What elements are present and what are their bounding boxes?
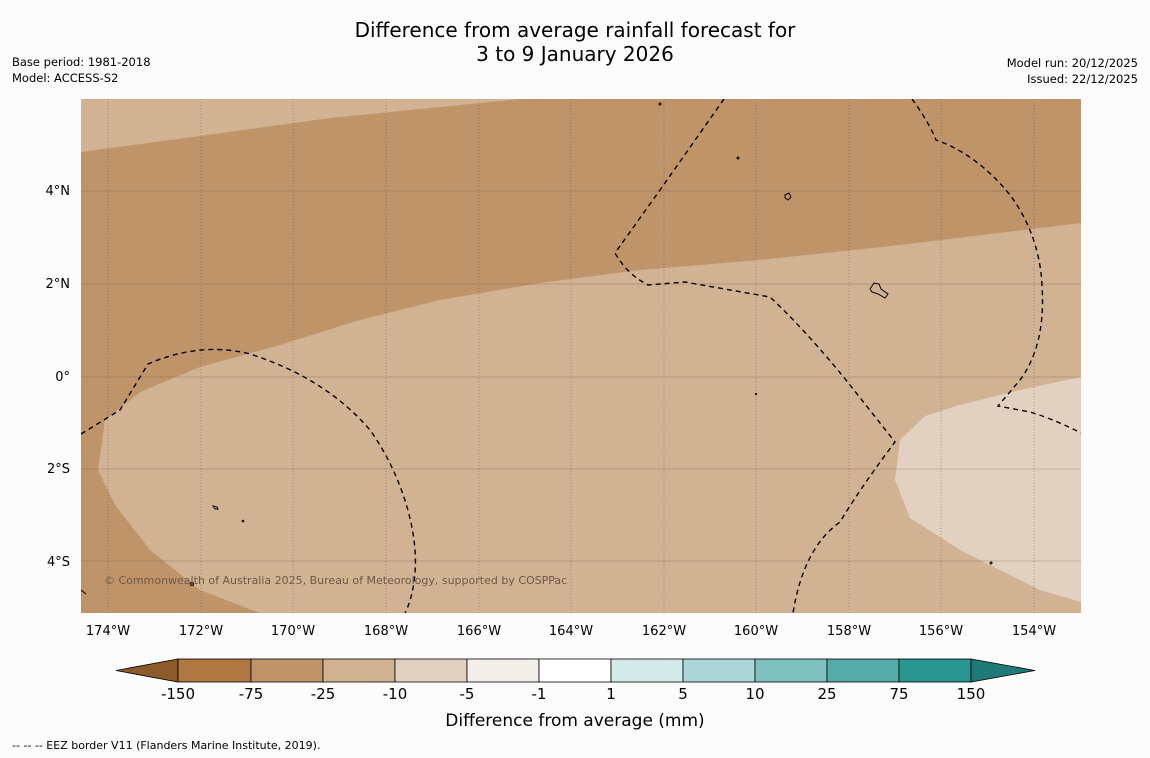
colorbar-extend-high: [970, 658, 1036, 683]
eez-border-note: -- -- -- EEZ border V11 (Flanders Marine…: [12, 739, 321, 752]
colorbar-extend-low: [115, 658, 179, 683]
map-area: [81, 99, 1081, 613]
colorbar-bin: [682, 658, 756, 683]
lat-label-2n: 2°N: [46, 277, 71, 292]
colorbar-bin: [538, 658, 612, 683]
eez-borders: [81, 99, 1081, 613]
zone-near-average-dry: [895, 377, 1081, 602]
lon-label-158w: 158°W: [827, 624, 871, 639]
colorbar-tick-label: 150: [957, 685, 986, 703]
lon-label-160w: 160°W: [734, 624, 778, 639]
lon-label-162w: 162°W: [642, 624, 686, 639]
colorbar-tick-label: 75: [889, 685, 908, 703]
colorbar-tick-label: 10: [745, 685, 764, 703]
colorbar-bin: [394, 658, 468, 683]
copyright-notice: © Commonwealth of Australia 2025, Bureau…: [104, 574, 567, 587]
colorbar-bin: [322, 658, 396, 683]
colorbar-bin: [466, 658, 540, 683]
colorbar-tick-label: -25: [311, 685, 336, 703]
graticule-latitude: [81, 190, 1081, 562]
lat-tick-labels: 4°N 2°N 0° 2°S 4°S: [46, 184, 71, 570]
colorbar-tick-label: 5: [678, 685, 688, 703]
colorbar-bin: [177, 658, 252, 683]
run-info: Model run: 20/12/2025 Issued: 22/12/2025: [1007, 55, 1138, 87]
lon-label-154w: 154°W: [1012, 624, 1056, 639]
colorbar-tick-labels: -150 -75 -25 -10 -5 -1 1 5 10 25 75 150: [161, 685, 985, 703]
lon-label-164w: 164°W: [549, 624, 593, 639]
lat-label-0: 0°: [55, 370, 70, 385]
colorbar-bin: [826, 658, 900, 683]
lat-label-2s: 2°S: [47, 462, 70, 477]
lon-label-170w: 170°W: [271, 624, 315, 639]
islands: [81, 102, 993, 595]
model-name: Model: ACCESS-S2: [12, 71, 119, 85]
colorbar-bin: [250, 658, 324, 683]
map-title: Difference from average rainfall forecas…: [0, 18, 1150, 66]
colorbar: -150 -75 -25 -10 -5 -1 1 5 10 25 75 150 Difference …: [115, 658, 1036, 731]
colorbar-bins: [115, 658, 1036, 683]
colorbar-bin: [610, 658, 684, 683]
model-run: Model run: 20/12/2025: [1006, 56, 1138, 70]
zone-light-dry-central: [98, 223, 1081, 613]
base-period: Base period: 1981-2018: [12, 55, 151, 69]
lon-label-172w: 172°W: [179, 624, 223, 639]
lon-label-156w: 156°W: [919, 624, 963, 639]
title-line-2: 3 to 9 January 2026: [476, 42, 674, 66]
lon-tick-labels: 174°W 172°W 170°W 168°W 166°W 164°W 162°…: [86, 624, 1056, 639]
lon-label-168w: 168°W: [364, 624, 408, 639]
colorbar-bin: [754, 658, 828, 683]
lon-label-166w: 166°W: [457, 624, 501, 639]
colorbar-tick-label: 25: [817, 685, 836, 703]
lat-label-4s: 4°S: [47, 555, 70, 570]
colorbar-tick-label: -75: [239, 685, 264, 703]
base-info: Base period: 1981-2018 Model: ACCESS-S2: [12, 54, 151, 86]
colorbar-label: Difference from average (mm): [445, 711, 704, 731]
colorbar-tick-label: -1: [532, 685, 547, 703]
colorbar-bin: [898, 658, 972, 683]
lat-label-4n: 4°N: [46, 184, 71, 199]
lon-label-174w: 174°W: [86, 624, 130, 639]
zone-light-dry-north: [81, 99, 520, 152]
issued-date: Issued: 22/12/2025: [1027, 72, 1138, 86]
title-line-1: Difference from average rainfall forecas…: [354, 18, 796, 42]
colorbar-tick-label: -5: [460, 685, 475, 703]
colorbar-tick-label: -150: [161, 685, 195, 703]
colorbar-tick-label: 1: [606, 685, 616, 703]
colorbar-tick-label: -10: [383, 685, 408, 703]
